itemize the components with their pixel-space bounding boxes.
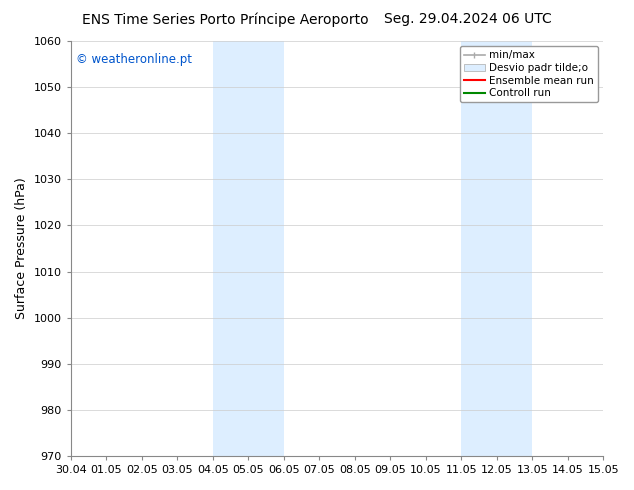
Legend: min/max, Desvio padr tilde;o, Ensemble mean run, Controll run: min/max, Desvio padr tilde;o, Ensemble m… [460, 46, 598, 102]
Text: © weatheronline.pt: © weatheronline.pt [76, 53, 192, 67]
Bar [212, 41, 283, 456]
Text: ENS Time Series Porto Príncipe Aeroporto: ENS Time Series Porto Príncipe Aeroporto [82, 12, 369, 27]
Text: Seg. 29.04.2024 06 UTC: Seg. 29.04.2024 06 UTC [384, 12, 552, 26]
Bar [461, 41, 532, 456]
Y-axis label: Surface Pressure (hPa): Surface Pressure (hPa) [15, 178, 28, 319]
